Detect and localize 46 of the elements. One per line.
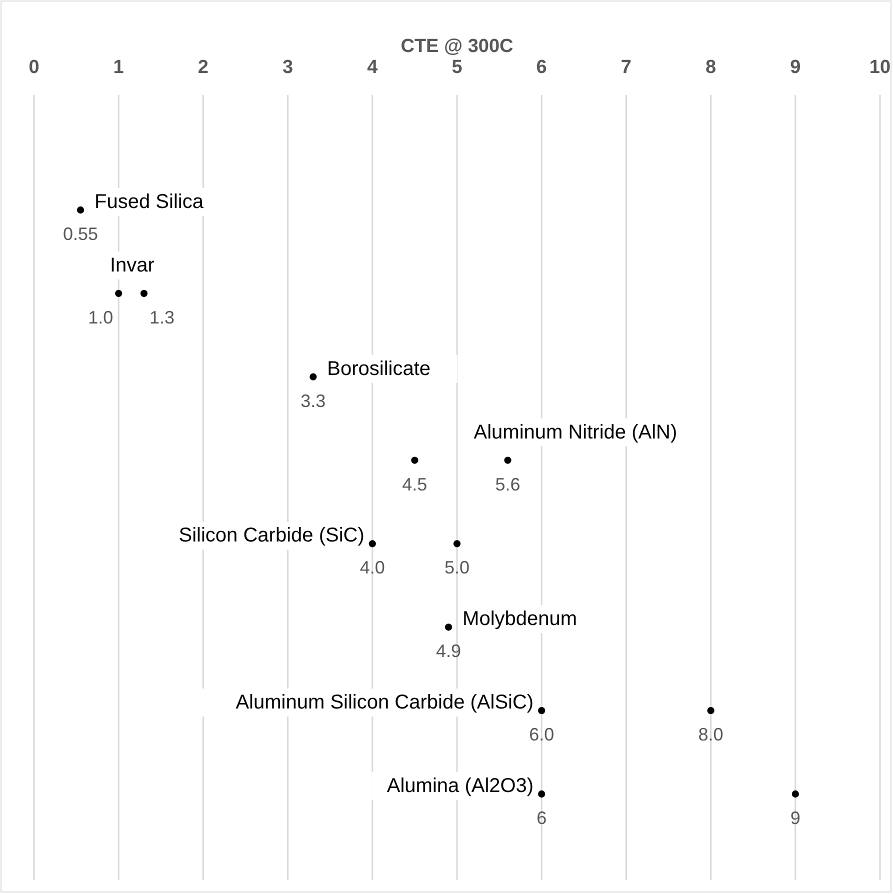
point	[538, 707, 546, 714]
x-tick-label: 8	[706, 57, 716, 78]
point	[538, 790, 546, 798]
x-tick-label: 5	[452, 57, 463, 78]
x-tick-label: 0	[28, 57, 40, 78]
y-tick-label: Aluminum Nitride (AlN)	[474, 421, 678, 444]
x-tick-label: 2	[198, 57, 208, 78]
point	[707, 707, 714, 714]
point	[310, 373, 317, 380]
data-label: 1.0	[88, 307, 114, 328]
y-tick-label: Alumina (Al2O3)	[386, 775, 534, 797]
point	[411, 456, 418, 464]
point	[140, 290, 148, 297]
x-tick-label: 9	[790, 57, 801, 78]
data-label: 4.9	[436, 641, 462, 662]
point	[792, 790, 799, 798]
point	[444, 624, 452, 631]
point	[504, 456, 512, 464]
point	[368, 540, 376, 548]
data-label: 4.5	[402, 474, 428, 494]
data-label: 0.55	[63, 224, 98, 244]
x-tick-label: 6	[536, 57, 547, 78]
data-label: 4.0	[360, 558, 385, 578]
point	[76, 206, 84, 214]
data-label: 8.0	[698, 724, 724, 745]
data-label: 5.0	[444, 558, 470, 578]
data-label: 3.3	[300, 390, 326, 411]
chart-title: CTE @ 300C	[400, 36, 514, 57]
data-label: 6	[536, 808, 547, 828]
point	[453, 540, 461, 548]
y-tick-label: Borosilicate	[327, 358, 431, 380]
data-label: 5.6	[495, 474, 520, 494]
y-tick-label: Invar	[110, 254, 155, 276]
x-tick-label: 4	[367, 57, 378, 78]
y-tick-label: Molybdenum	[462, 608, 578, 630]
x-tick-label: 10	[869, 57, 891, 78]
y-tick-label: Fused Silica	[94, 191, 204, 213]
data-label: 9	[790, 808, 800, 828]
data-label: 6.0	[529, 724, 554, 745]
x-tick-label: 7	[620, 57, 632, 78]
data-label: 1.3	[149, 307, 174, 328]
x-tick-label: 3	[282, 57, 294, 78]
x-tick-label: 1	[113, 57, 124, 78]
y-tick-label: Silicon Carbide (SiC)	[178, 524, 364, 547]
y-tick-label: Aluminum Silicon Carbide (AlSiC)	[236, 692, 534, 714]
point	[115, 290, 122, 297]
